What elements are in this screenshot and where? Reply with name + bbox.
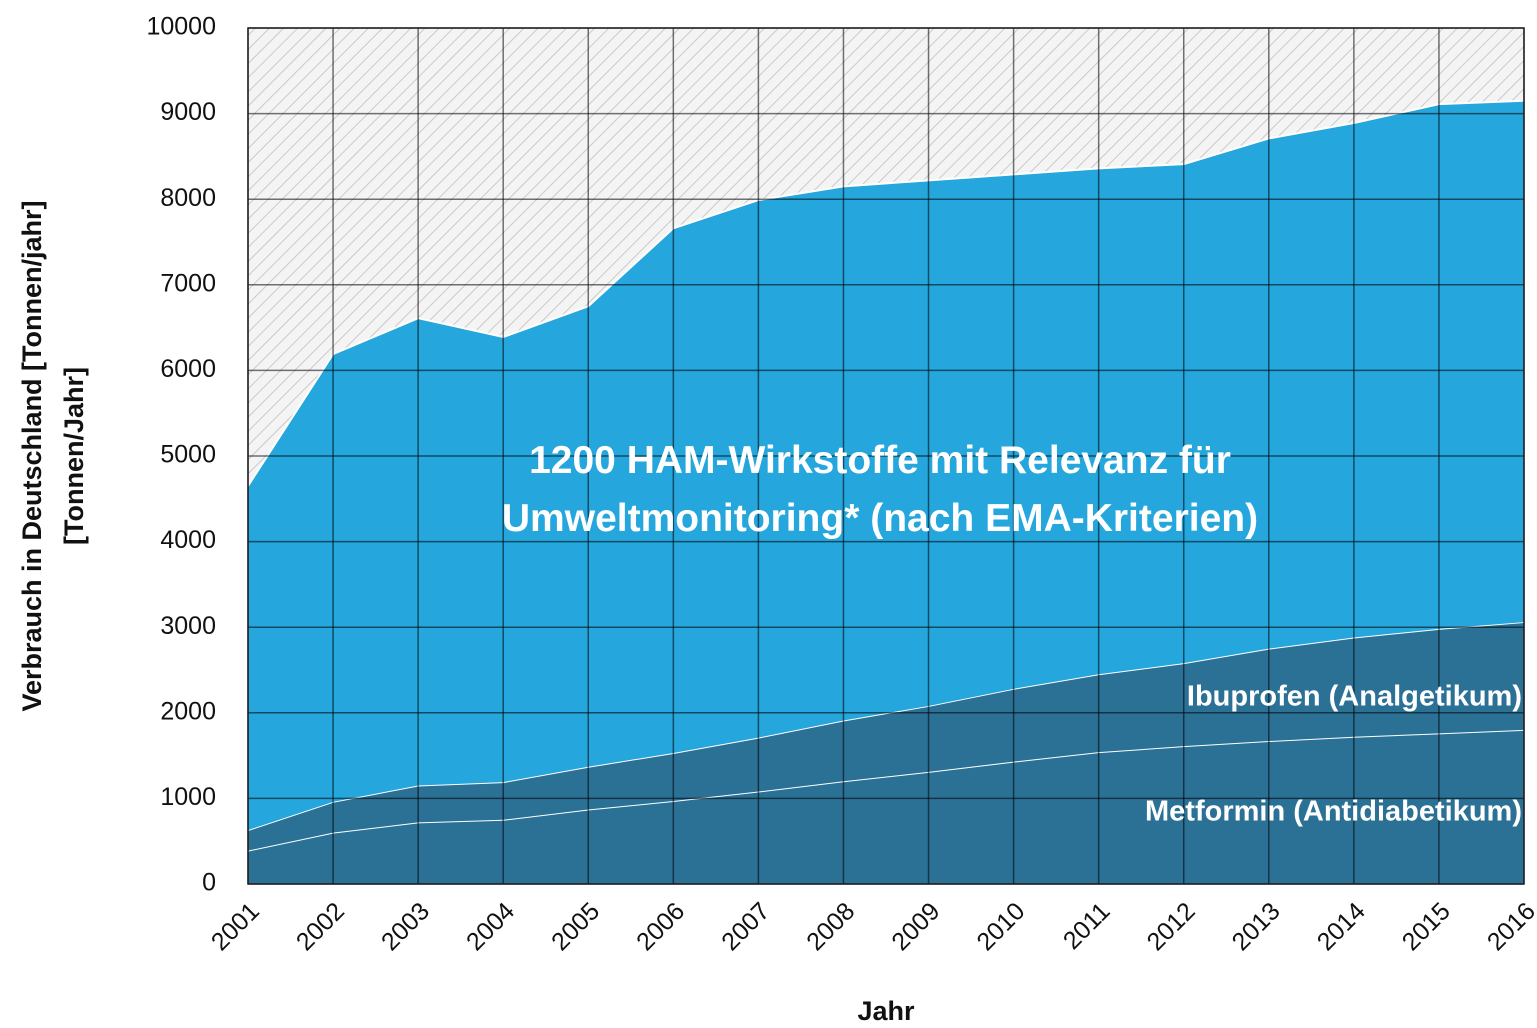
x-tick-label: 2005 [546, 897, 605, 956]
x-tick-label: 2014 [1312, 897, 1371, 956]
plot-frame [247, 27, 1525, 885]
y-axis-label: [Tonnen/Jahr] [59, 367, 89, 545]
x-tick-label: 2016 [1482, 897, 1537, 956]
y-tick-label: 2000 [160, 697, 216, 725]
x-tick-label: 2011 [1058, 897, 1116, 955]
x-tick-label: 2001 [206, 897, 265, 956]
series-label: Ibuprofen (Analgetikum) [1187, 681, 1522, 713]
x-tick-label: 2006 [631, 897, 690, 956]
area [248, 100, 1524, 831]
series-label: 1200 HAM-Wirkstoffe mit Relevanz für Umw… [501, 439, 1259, 540]
x-axis-label: Jahr [857, 996, 915, 1026]
x-tick-label: 2015 [1397, 897, 1456, 956]
y-tick-label: 7000 [160, 269, 216, 297]
y-tick-label: 10000 [146, 13, 216, 41]
x-tick-label: 2008 [801, 897, 860, 956]
y-tick-label: 6000 [160, 355, 216, 383]
x-tick-label: 2013 [1227, 897, 1286, 956]
y-tick-label: 0 [202, 869, 216, 897]
x-tick-label: 2007 [716, 897, 775, 956]
x-tick-label: 2002 [291, 897, 350, 956]
series-label-box: 1200 HAM-Wirkstoffe mit Relevanz für Umw… [501, 439, 1259, 540]
area [248, 622, 1524, 851]
y-tick-label: 1000 [160, 783, 216, 811]
x-tick-label: 2009 [886, 897, 945, 956]
y-tick-label: 3000 [160, 612, 216, 640]
y-tick-label: 8000 [160, 184, 216, 212]
y-tick-label: 4000 [160, 526, 216, 554]
area [248, 729, 1524, 884]
x-tick-label: 2010 [971, 897, 1030, 956]
y-tick-label: 9000 [160, 98, 216, 126]
y-axis-label: Verbrauch in Deutschland [Tonnen/jahr] [17, 200, 47, 711]
series-label: Metformin (Antidiabetikum) [1145, 796, 1522, 828]
x-tick-label: 2012 [1142, 897, 1201, 956]
y-tick-label: 5000 [160, 441, 216, 469]
x-tick-label: 2004 [461, 897, 520, 956]
area-edge [247, 99, 1525, 487]
x-tick-label: 2003 [376, 897, 435, 956]
